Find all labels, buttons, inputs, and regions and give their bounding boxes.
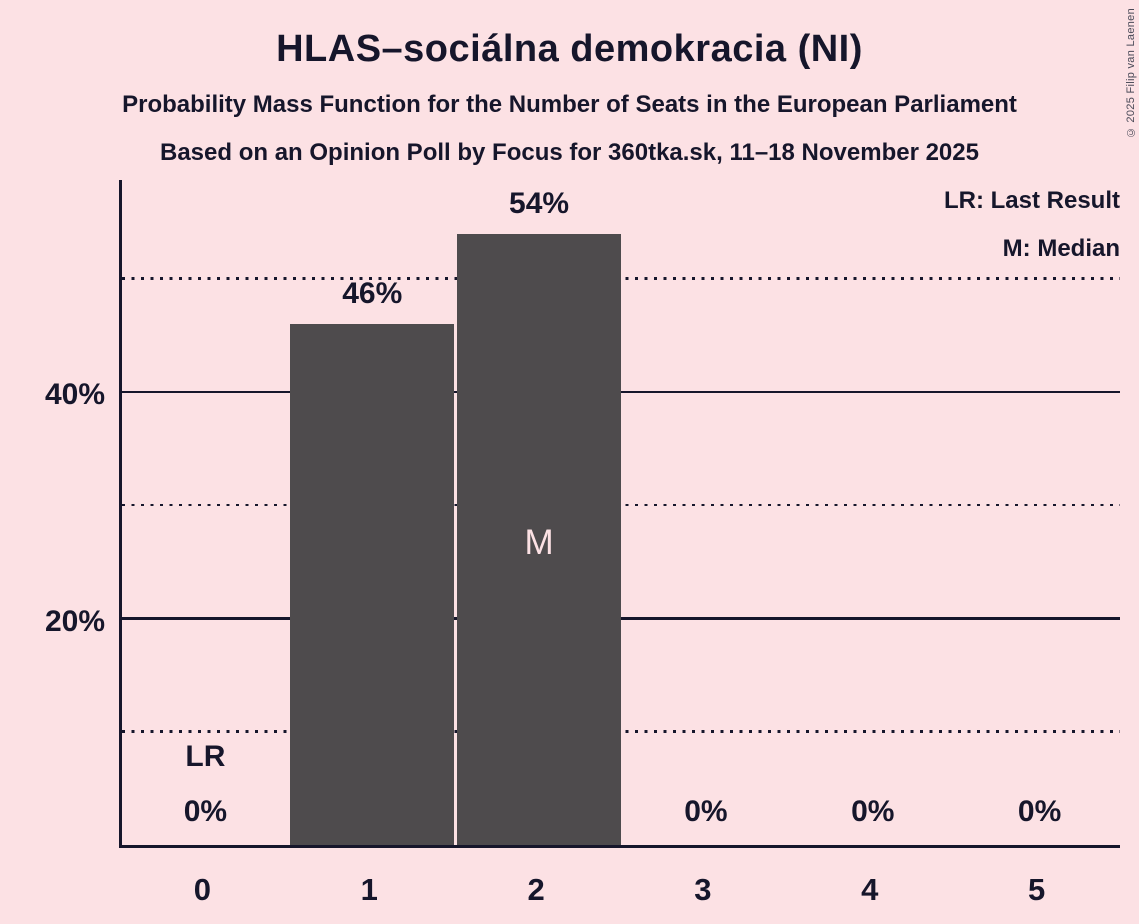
legend-median: M: Median [1002, 235, 1120, 262]
plot-area: 0% 46% 54% 0% 0% 0% LR M [119, 180, 1120, 848]
y-axis-label-40: 40% [44, 378, 105, 412]
x-axis-label-5: 5 [1027, 872, 1046, 907]
x-axis-label-1: 1 [360, 872, 378, 907]
gridline-50pct [122, 277, 1120, 280]
last-result-marker: LR [185, 740, 226, 773]
gridline-40pct [122, 390, 1120, 394]
gridline-10pct [122, 730, 1120, 733]
bar-value-label-4: 0% [851, 795, 895, 828]
bar-seats-2 [457, 233, 621, 845]
gridline-30pct [122, 503, 1120, 507]
median-marker: M [524, 523, 554, 563]
x-axis-label-4: 4 [861, 872, 879, 907]
legend-last-result: LR: Last Result [943, 187, 1120, 214]
y-axis-label-20: 20% [44, 604, 105, 638]
x-axis-label-0: 0 [193, 872, 212, 907]
chart-source-line: Based on an Opinion Poll by Focus for 36… [160, 139, 979, 166]
gridline-20pct [122, 617, 1120, 620]
bar-value-label-2: 54% [509, 186, 570, 220]
x-axis-label-3: 3 [694, 872, 712, 907]
chart-subtitle: Probability Mass Function for the Number… [122, 91, 1017, 118]
bar-value-label-5: 0% [1017, 795, 1062, 828]
bar-value-label-1: 46% [342, 277, 403, 311]
x-axis-label-2: 2 [527, 872, 545, 907]
bar-value-label-0: 0% [183, 795, 228, 828]
bar-value-label-3: 0% [684, 795, 728, 828]
chart-title: HLAS–sociálna demokracia (NI) [276, 28, 863, 70]
bar-seats-1 [290, 324, 455, 845]
